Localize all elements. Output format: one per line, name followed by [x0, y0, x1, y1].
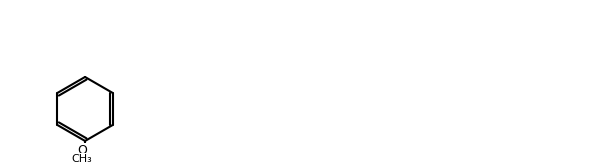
Text: O: O: [77, 144, 87, 157]
Text: CH₃: CH₃: [72, 154, 92, 164]
